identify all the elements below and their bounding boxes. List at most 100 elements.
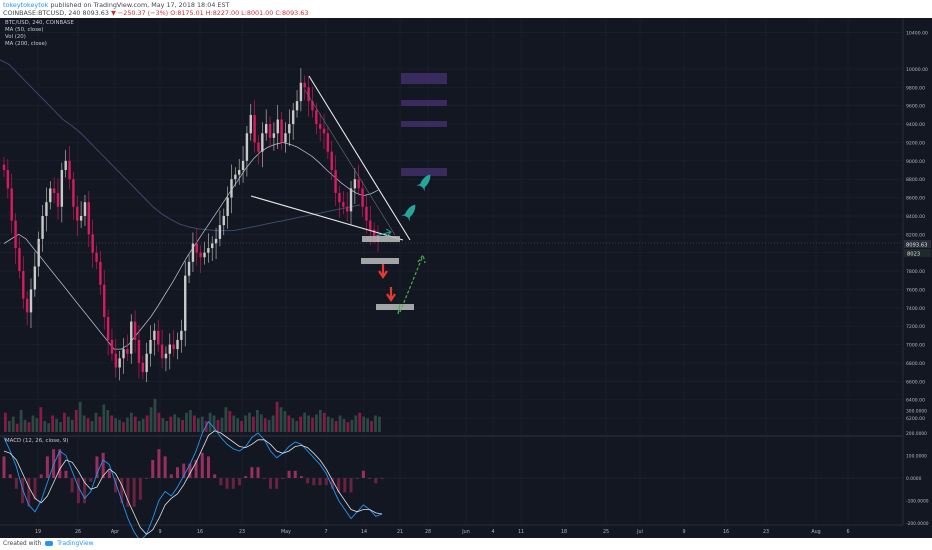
candle-body [126, 349, 129, 354]
price-axis-label: 8800.00 [906, 177, 925, 183]
candle-body [330, 151, 333, 171]
volume-bar [275, 401, 279, 432]
volume-bar [370, 421, 373, 432]
macd-histogram-bar [45, 456, 49, 478]
volume-bar [378, 416, 381, 432]
footer-created: Created with [3, 540, 42, 547]
volume-bar [177, 417, 180, 432]
candle-body [106, 316, 110, 340]
candle-body [64, 160, 67, 171]
macd-histogram-bar [380, 478, 384, 479]
volume-bar [169, 416, 173, 432]
legend-macd[interactable]: MACD (12, 26, close, 9) [5, 438, 69, 444]
macd-histogram-bar [374, 478, 378, 484]
price-axis-labels: 6200.00 6400.00 6600.00 6800.00 7000.00 7200.… [906, 30, 928, 422]
legend-ma200[interactable]: MA (200, close) [5, 41, 47, 47]
volume-bar [173, 414, 177, 432]
volume-bar [228, 411, 232, 432]
macd-histogram-bar [219, 478, 223, 486]
candle-body [291, 110, 295, 125]
target-zone [401, 100, 447, 106]
wedge-upper-line[interactable] [308, 75, 411, 241]
price-tags: 8093.63 8023 [0, 240, 931, 258]
volume-bar [94, 412, 98, 432]
candle-body [72, 179, 75, 207]
candle-body [176, 339, 179, 350]
candle-body [237, 170, 241, 175]
macd-axis-label: 100.0000 [906, 454, 927, 460]
macd-histogram-bar [299, 476, 303, 478]
price-axis[interactable] [903, 18, 932, 525]
macd-histogram-bar [132, 478, 136, 507]
author-link[interactable]: tokeytokeytok [3, 1, 49, 9]
volume-bar [7, 421, 11, 432]
macd-histogram-bar [64, 470, 68, 478]
candle-body [76, 206, 79, 221]
volume-bar [118, 419, 121, 432]
candle-body [311, 101, 314, 111]
time-axis-label: 28 [425, 529, 431, 535]
macd-histogram-bar [244, 476, 248, 478]
price-axis-label: 6800.00 [906, 361, 925, 367]
macd-histogram-bar [275, 478, 279, 489]
legend-title: BTC/USD, 240, COINBASE [5, 20, 74, 26]
wedge-lower-line[interactable] [250, 195, 404, 241]
macd-histogram-bar [114, 478, 118, 493]
legend-ma50[interactable]: MA (50, close) [5, 27, 44, 33]
price-tag-second-text: 8023 [907, 252, 920, 258]
volume-bar [51, 415, 54, 432]
candle-body [345, 206, 349, 212]
time-axis-label: 4 [491, 529, 494, 535]
candle-body [276, 119, 279, 134]
footer-credit: Created with TradingView [3, 540, 94, 547]
publish-line: tokeytokeytok published on TradingView.c… [3, 1, 229, 9]
volume-bar [346, 422, 350, 432]
price-axis-label: 9000.00 [906, 159, 925, 165]
volume-bar [362, 416, 366, 432]
macd-pane [0, 437, 903, 525]
candle-body [37, 238, 40, 267]
volume-bar [102, 404, 106, 432]
macd-histogram-bar [169, 474, 173, 478]
support-box-1[interactable] [362, 236, 400, 242]
time-axis-label: 19 [35, 529, 41, 535]
support-box-2[interactable] [361, 258, 399, 264]
time-axis-label: Jul [636, 529, 643, 535]
target-zone [401, 121, 447, 127]
candle-body [272, 133, 276, 138]
candle-body [253, 114, 256, 143]
volume-bar [311, 417, 314, 432]
macd-histogram-bar [343, 478, 347, 493]
candle-body [334, 170, 337, 193]
footer-brand[interactable]: TradingView [57, 540, 94, 547]
volume-bar [334, 421, 338, 432]
price-tag-last [904, 240, 931, 248]
volume-bar [232, 415, 236, 432]
macd-histogram-bar [126, 478, 130, 507]
drawings [250, 75, 431, 315]
candle-body [25, 298, 29, 313]
macd-axis-label: 300.0000 [906, 409, 927, 415]
candle-body [249, 114, 252, 134]
candle-body [79, 215, 83, 221]
candle-body [365, 206, 368, 221]
candle-body [303, 82, 306, 88]
time-axis-label: 6 [846, 529, 849, 535]
price-axis-label: 7000.00 [906, 343, 925, 349]
target-zones [401, 73, 447, 176]
support-box-3[interactable] [376, 304, 414, 310]
candle-body [187, 261, 191, 276]
candle-body [18, 248, 21, 272]
volume-bar [350, 419, 354, 432]
price-axis-label: 6400.00 [906, 398, 925, 404]
candle-body [56, 192, 60, 207]
volume-bar [319, 410, 322, 432]
candle-body [361, 188, 364, 207]
macd-histogram-bar [120, 478, 124, 504]
rocket-icon [416, 174, 431, 192]
candle-body [168, 344, 171, 354]
candle-body [261, 133, 264, 152]
legend-vol[interactable]: Vol (20) [5, 34, 26, 40]
volume-bar [110, 415, 114, 432]
